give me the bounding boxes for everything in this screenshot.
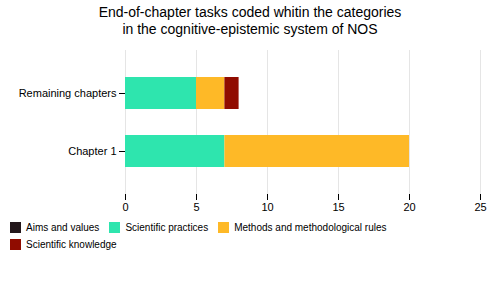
- svg-text:20: 20: [403, 201, 415, 213]
- html-text:Aims and values: Aims and values: [26, 222, 100, 234]
- html-text:End-of-chapter tasks coded whi: End-of-chapter tasks coded whitin the ca…: [98, 4, 402, 37]
- svg-text:25: 25: [474, 201, 486, 213]
- html-text:Methods and methodological rul: Methods and methodological rules: [234, 222, 387, 234]
- html-text:Scientific practices: Scientific practices: [125, 222, 209, 234]
- svg-text:5: 5: [193, 201, 199, 213]
- html-text:Scientific knowledge: Scientific knowledge: [26, 238, 117, 250]
- svg-text:0: 0: [122, 201, 128, 213]
- svg-text:Chapter 1: Chapter 1: [68, 145, 116, 157]
- svg-text:10: 10: [261, 201, 273, 213]
- svg-text:15: 15: [332, 201, 344, 213]
- svg-text:Remaining chapters: Remaining chapters: [19, 87, 117, 99]
